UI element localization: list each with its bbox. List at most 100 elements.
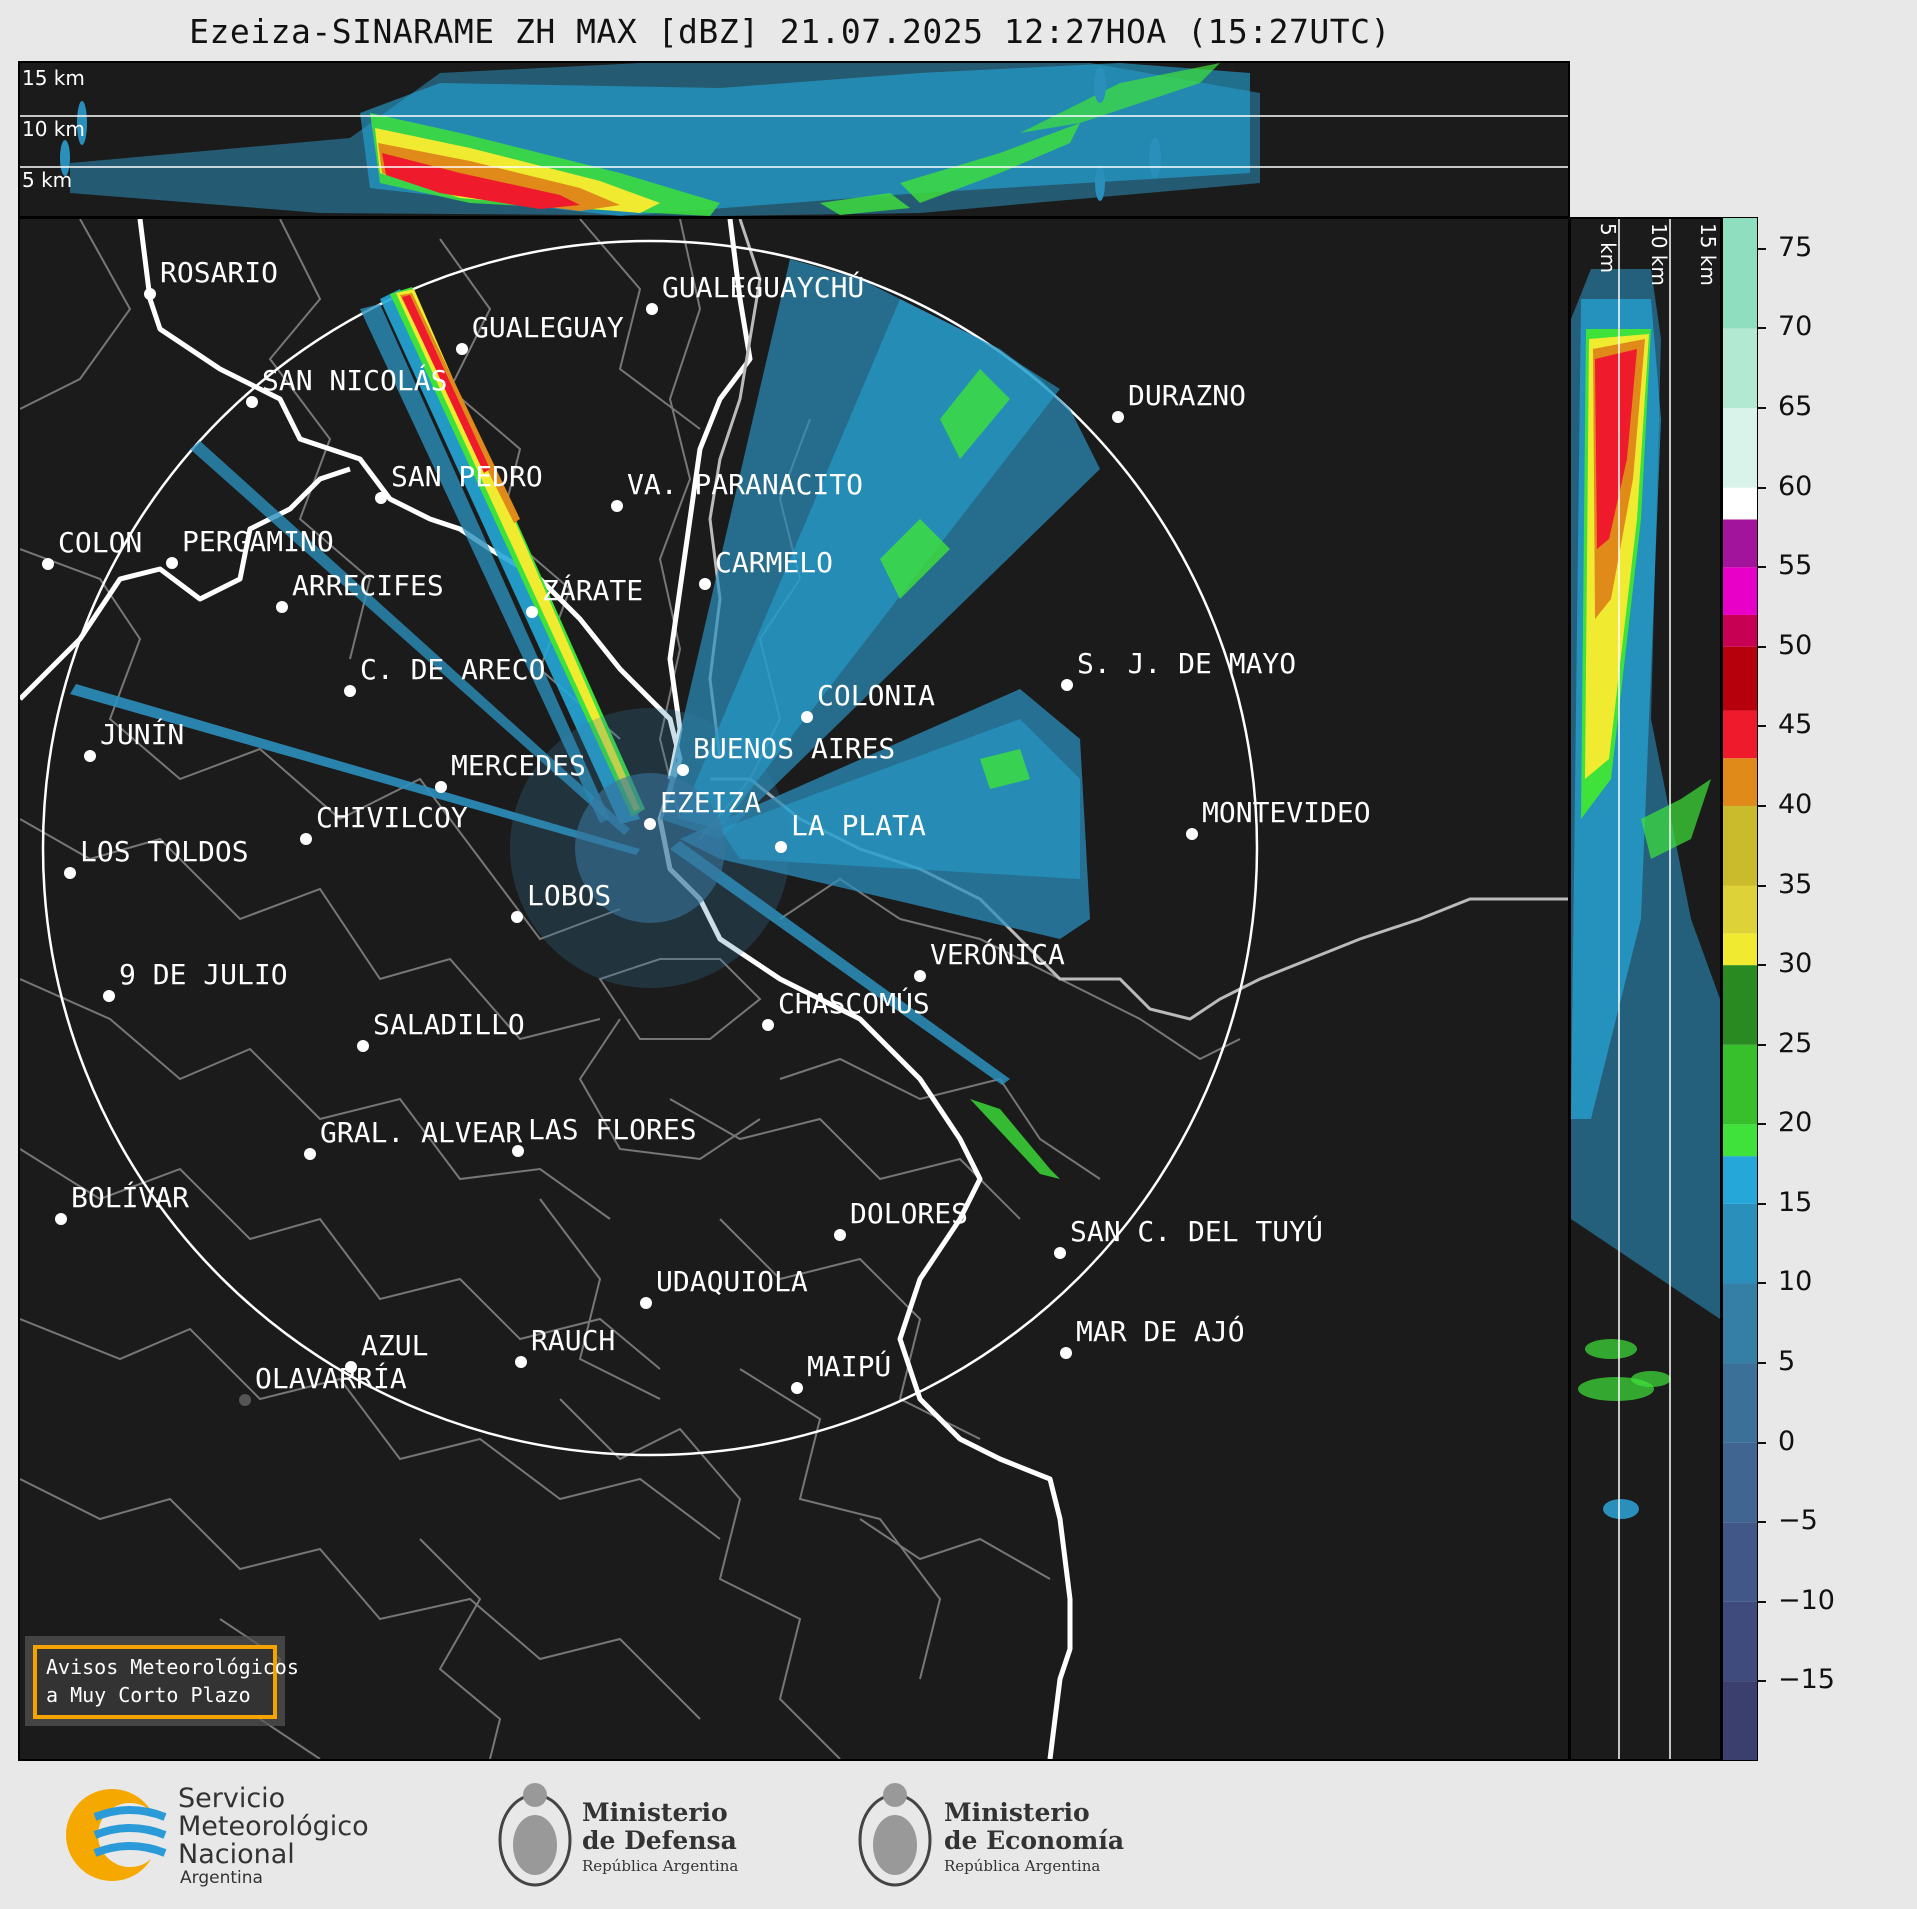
city-marker [914,970,926,982]
colorbar-segment [1722,1044,1758,1125]
colorbar-tick [1758,884,1766,887]
colorbar-segment [1722,1442,1758,1523]
city-label: MERCEDES [451,749,586,782]
side-cross-section-panel: 5 km 10 km 15 km [1569,217,1722,1761]
colorbar-segment [1722,1601,1758,1682]
economia-line3: República Argentina [944,1857,1100,1875]
colorbar-segment [1722,646,1758,711]
colorbar-tick [1758,1123,1766,1126]
city-marker [64,867,76,879]
city-marker [239,1394,251,1406]
city-label: CARMELO [715,546,833,579]
city-label: VERÓNICA [930,937,1065,971]
colorbar-tick-label: 5 [1778,1346,1796,1378]
city-label: COLONIA [817,679,935,712]
city-label: GUALEGUAY [472,311,624,344]
city-marker [526,606,538,618]
colorbar-tick [1758,1521,1766,1524]
side-5km-label: 5 km [1596,223,1620,273]
city-marker [699,578,711,590]
colorbar-tick-label: 65 [1778,391,1813,422]
colorbar-segment [1722,567,1758,615]
colorbar-tick-label: 35 [1778,868,1813,900]
top-cross-section-panel: 15 km 10 km 5 km [18,61,1570,218]
smn-line4: Argentina [180,1868,263,1888]
colorbar-tick [1758,964,1766,967]
colorbar-segment [1722,1124,1758,1157]
city-label: 9 DE JULIO [119,958,288,991]
colorbar-segment [1722,965,1758,1045]
range-ring [41,239,1259,1457]
city-marker [1186,828,1198,840]
colorbar-tick [1758,804,1766,807]
city-label: CHIVILCOY [316,801,468,834]
side-15km-label: 15 km [1696,223,1720,286]
city-marker [456,343,468,355]
city-label: SALADILLO [373,1008,525,1041]
city-marker [512,1145,524,1157]
city-label: VA. PARANACITO [627,468,863,501]
colorbar-segment [1722,487,1758,520]
city-marker [357,1040,369,1052]
smn-line3: Nacional [178,1839,295,1870]
city-label: LOBOS [527,879,611,912]
city-label: ARRECIFES [292,569,444,602]
city-marker [345,1361,357,1373]
city-marker [611,500,623,512]
colorbar-segment [1722,933,1758,966]
city-marker [1061,679,1073,691]
economia-line1: Ministerio [944,1798,1090,1827]
city-marker [300,833,312,845]
top-echo-layer [60,63,1260,216]
city-label: LOS TOLDOS [80,835,249,868]
city-label: BOLÍVAR [71,1180,189,1214]
defensa-line1: Ministerio [582,1798,728,1827]
defensa-logo: Ministerio de Defensa República Argentin… [498,1783,738,1887]
colorbar-segment [1722,1363,1758,1443]
city-label: AZUL [361,1329,428,1362]
city-marker [84,750,96,762]
city-marker [55,1213,67,1225]
colorbar-tick-label: 15 [1778,1186,1813,1218]
city-label: LA PLATA [791,809,926,842]
colorbar-tick-label: −10 [1778,1584,1835,1616]
city-label: SAN NICOLÁS [262,363,447,397]
city-label: DOLORES [850,1197,968,1230]
city-label: S. J. DE MAYO [1077,647,1296,680]
colorbar-tick [1758,407,1766,409]
city-marker [677,764,689,776]
colorbar-tick [1758,486,1766,489]
colorbar-tick-label: −5 [1778,1505,1818,1537]
colorbar-tick-label: 40 [1778,788,1813,820]
side-echo-layer [1571,269,1720,1519]
colorbar-segment [1722,614,1758,647]
city-label: BUENOS AIRES [693,732,895,765]
top-5km-label: 5 km [22,168,72,192]
city-marker [246,396,258,408]
colorbar-segment [1722,805,1758,886]
city-label: OLAVARRÍA [255,1361,407,1395]
city-label: CHASCOMÚS [778,986,930,1020]
city-marker [276,601,288,613]
colorbar-tick-label: 75 [1778,231,1813,263]
colorbar-segment [1722,519,1758,568]
colorbar-tick [1758,1441,1766,1444]
colorbar-segment [1722,885,1758,934]
city-marker [103,990,115,1002]
colorbar-tick-label: 55 [1778,550,1813,582]
defensa-line2: de Defensa [582,1826,737,1855]
colorbar-tick [1758,1362,1766,1365]
radar-map-panel: ROSARIO GUALEGUAYCHÚ GUALEGUAY SAN NICOLÁS D… [18,217,1570,1761]
warning-line-1: Avisos Meteorológicos [46,1655,299,1679]
city-label: DURAZNO [1128,379,1246,412]
colorbar-tick-label: 70 [1778,311,1813,343]
top-15km-label: 15 km [22,66,85,90]
city-label: C. DE ARECO [360,653,545,686]
echo-layer [70,259,1100,1179]
colorbar-segment [1722,1522,1758,1602]
city-label: RAUCH [531,1324,615,1357]
colorbar-segment [1722,710,1758,759]
colorbar-tick-label: 25 [1778,1027,1813,1059]
smn-line1: Servicio [178,1783,285,1814]
city-label: SAN PEDRO [391,460,543,493]
